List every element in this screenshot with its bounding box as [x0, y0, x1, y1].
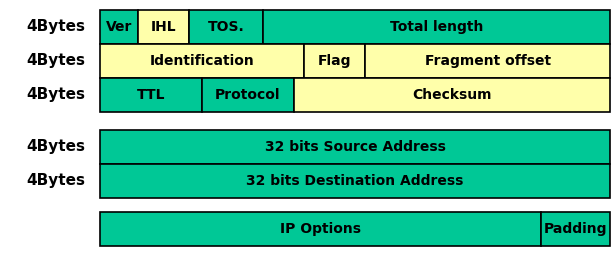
Text: 4Bytes: 4Bytes: [26, 19, 86, 35]
Bar: [541, 212, 610, 246]
Text: Padding: Padding: [544, 222, 607, 236]
Text: Flag: Flag: [318, 54, 351, 68]
Bar: [294, 78, 610, 112]
Text: 4Bytes: 4Bytes: [26, 88, 86, 102]
Text: 32 bits Destination Address: 32 bits Destination Address: [246, 174, 464, 188]
Text: 4Bytes: 4Bytes: [26, 174, 86, 188]
Bar: [189, 10, 263, 44]
Bar: [100, 130, 610, 164]
Bar: [100, 44, 304, 78]
Bar: [100, 212, 541, 246]
Text: Identification: Identification: [150, 54, 254, 68]
Text: IP Options: IP Options: [280, 222, 361, 236]
Bar: [138, 10, 189, 44]
Text: IHL: IHL: [151, 20, 177, 34]
Bar: [100, 164, 610, 198]
Text: TTL: TTL: [137, 88, 165, 102]
Text: Protocol: Protocol: [215, 88, 281, 102]
Text: TOS.: TOS.: [208, 20, 245, 34]
Bar: [263, 10, 610, 44]
Text: Ver: Ver: [106, 20, 132, 34]
Text: 4Bytes: 4Bytes: [26, 54, 86, 69]
Text: 32 bits Source Address: 32 bits Source Address: [264, 140, 445, 154]
Bar: [365, 44, 610, 78]
Text: Total length: Total length: [390, 20, 484, 34]
Bar: [100, 10, 138, 44]
Text: Checksum: Checksum: [412, 88, 492, 102]
Text: Fragment offset: Fragment offset: [424, 54, 551, 68]
Bar: [304, 44, 365, 78]
Bar: [100, 78, 202, 112]
Text: 4Bytes: 4Bytes: [26, 140, 86, 155]
Bar: [202, 78, 294, 112]
